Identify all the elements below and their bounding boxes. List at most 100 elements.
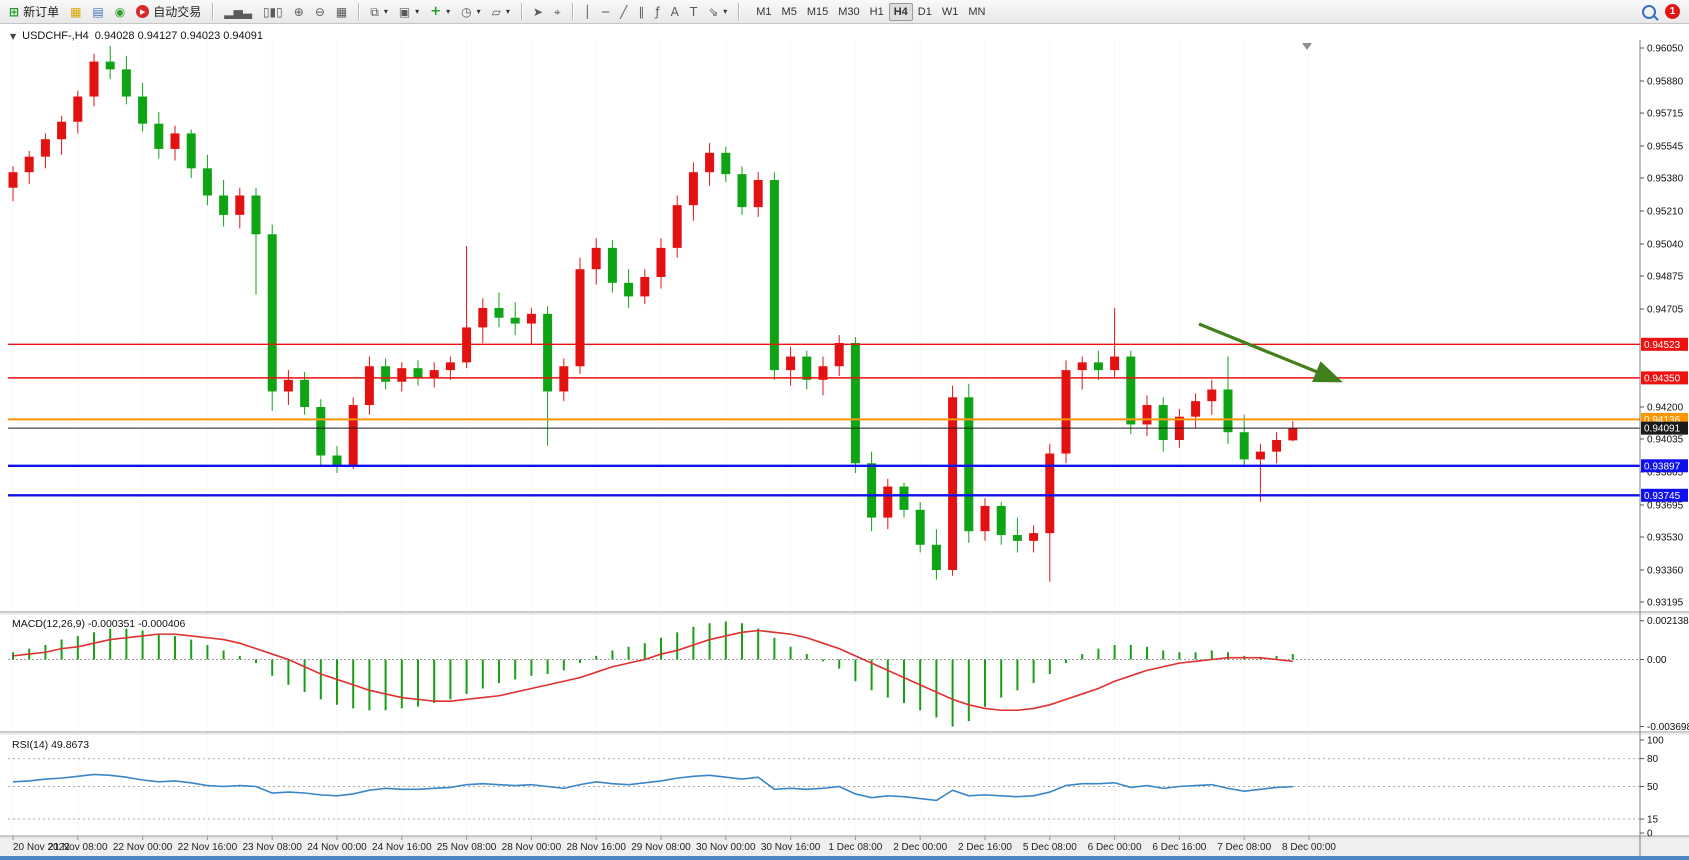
svg-text:0.94350: 0.94350 (1644, 373, 1681, 384)
svg-text:24 Nov 16:00: 24 Nov 16:00 (372, 842, 432, 853)
macd-signal-line (12, 629, 1293, 712)
svg-text:24 Nov 00:00: 24 Nov 00:00 (307, 842, 367, 853)
autotrading-icon: ▶ (136, 5, 150, 18)
svg-text:-0.003698: -0.003698 (1647, 722, 1689, 733)
svg-text:0.93195: 0.93195 (1647, 597, 1684, 608)
new-chart-button[interactable]: ⧉ ▾ (365, 4, 393, 20)
tile-windows-icon: ▦ (335, 4, 348, 19)
svg-text:22 Nov 00:00: 22 Nov 00:00 (113, 842, 173, 853)
vertical-line-icon: │ (583, 4, 591, 19)
timeframe-m1[interactable]: M1 (751, 3, 776, 21)
fibonacci-icon: ƒ (655, 4, 660, 19)
crosshair-icon: ⌖ (553, 4, 561, 19)
text-label-button[interactable]: T (685, 4, 702, 20)
new-order-icon: ⊞ (9, 4, 20, 19)
toolbar: ⊞ 新订单 ▦ ▤ ◉ ▶ 自动交易 ▂▅▃ ▯▮▯ ⊕ ⊖ ▦ ⧉ ▾ ▣ ▾ +… (0, 0, 1689, 24)
svg-text:7 Dec 08:00: 7 Dec 08:00 (1217, 842, 1271, 853)
cursor-icon: ➤ (532, 4, 543, 19)
text-label-icon: T (689, 4, 698, 19)
new-order-button[interactable]: ⊞ 新订单 (4, 1, 64, 22)
profiles-icon: ▣ (398, 4, 411, 19)
charts-window-icon: ▤ (92, 4, 104, 19)
svg-text:0.95040: 0.95040 (1647, 239, 1684, 250)
autotrading-button[interactable]: ▶ 自动交易 (131, 1, 206, 22)
svg-text:0.94091: 0.94091 (1644, 424, 1681, 435)
trendline-icon: ╱ (620, 4, 628, 19)
toolbar-separator (738, 3, 740, 20)
svg-text:0.93865: 0.93865 (1647, 467, 1684, 478)
macd-histogram (12, 621, 1294, 727)
candlestick-chart-button[interactable]: ▯▮▯ (258, 4, 288, 20)
horizontal-line-button[interactable]: ─ (597, 4, 614, 20)
fibonacci-button[interactable]: ƒ (650, 4, 664, 20)
svg-text:80: 80 (1647, 754, 1659, 765)
charts-window-button[interactable]: ▤ (87, 4, 108, 20)
timeframe-w1[interactable]: W1 (937, 3, 964, 21)
svg-text:30 Nov 16:00: 30 Nov 16:00 (761, 842, 821, 853)
timeframe-h1[interactable]: H1 (865, 3, 889, 21)
svg-text:28 Nov 00:00: 28 Nov 00:00 (502, 842, 562, 853)
zoom-out-button[interactable]: ⊖ (310, 4, 330, 20)
indicators-button[interactable]: + ▾ (425, 3, 455, 20)
svg-text:22 Nov 16:00: 22 Nov 16:00 (178, 842, 238, 853)
svg-text:0.95545: 0.95545 (1647, 142, 1684, 153)
search-icon[interactable] (1642, 4, 1656, 19)
timeframe-m30[interactable]: M30 (833, 3, 864, 21)
svg-text:0.94705: 0.94705 (1647, 304, 1684, 315)
trendline-button[interactable]: ╱ (615, 4, 632, 20)
svg-text:28 Nov 16:00: 28 Nov 16:00 (566, 842, 626, 853)
zoom-in-button[interactable]: ⊕ (289, 4, 309, 20)
cursor-button[interactable]: ➤ (528, 4, 548, 20)
svg-text:1 Dec 08:00: 1 Dec 08:00 (828, 842, 882, 853)
svg-text:0.93530: 0.93530 (1647, 532, 1684, 543)
toolbar-separator (571, 3, 573, 20)
tile-windows-button[interactable]: ▦ (331, 4, 352, 20)
crosshair-button[interactable]: ⌖ (549, 4, 566, 20)
svg-text:100: 100 (1647, 736, 1664, 747)
dropdown-icon: ▾ (476, 6, 481, 16)
chart-menu-icon[interactable]: ▼ (10, 31, 17, 41)
navigator-button[interactable]: ◉ (110, 4, 130, 20)
toolbar-separator (212, 3, 214, 20)
svg-text:8 Dec 00:00: 8 Dec 00:00 (1282, 842, 1336, 853)
svg-text:0.002138: 0.002138 (1647, 616, 1689, 627)
svg-text:30 Nov 00:00: 30 Nov 00:00 (696, 842, 756, 853)
svg-text:0.94136: 0.94136 (1644, 415, 1681, 426)
profiles-button[interactable]: ▣ ▾ (394, 4, 424, 20)
channel-icon: ∥ (638, 4, 645, 19)
timeframe-m5[interactable]: M5 (777, 3, 802, 21)
timeframe-m15[interactable]: M15 (802, 3, 833, 21)
svg-text:0.96050: 0.96050 (1647, 44, 1684, 55)
chart-window: 20 Nov 2022 21 Nov 08:00 22 Nov 00:00 22 No… (0, 24, 1689, 860)
templates-button[interactable]: ▱ ▾ (487, 4, 515, 20)
text-button[interactable]: A (666, 4, 684, 20)
market-watch-icon: ▦ (70, 4, 82, 19)
svg-text:23 Nov 08:00: 23 Nov 08:00 (242, 842, 302, 853)
zoom-in-icon: ⊕ (293, 4, 304, 19)
svg-text:25 Nov 08:00: 25 Nov 08:00 (437, 842, 497, 853)
chart-symbol-period: USDCHF-,H4 (22, 30, 89, 42)
svg-text:0.93695: 0.93695 (1647, 500, 1684, 511)
text-icon: A (670, 4, 679, 19)
timeframe-mn[interactable]: MN (963, 3, 990, 21)
toolbar-separator (520, 3, 522, 20)
new-order-label: 新订单 (23, 5, 60, 19)
dropdown-icon: ▾ (383, 6, 388, 16)
chart-ohlc-values: 0.94028 0.94127 0.94023 0.94091 (94, 30, 263, 42)
timeframe-d1[interactable]: D1 (913, 3, 937, 21)
macd-indicator-label: MACD(12,26,9) -0.000351 -0.000406 (12, 618, 186, 630)
periods-button[interactable]: ◷ ▾ (456, 4, 486, 20)
timeframe-h4[interactable]: H4 (888, 2, 913, 21)
svg-text:0.94875: 0.94875 (1647, 272, 1684, 283)
chart-shift-marker (1302, 43, 1312, 50)
notification-badge[interactable]: 1 (1665, 4, 1680, 19)
market-watch-button[interactable]: ▦ (65, 4, 86, 20)
arrows-button[interactable]: ⇘ ▾ (703, 4, 732, 20)
vertical-line-button[interactable]: │ (579, 4, 596, 20)
candlestick-chart-ic on: ▯▮▯ (262, 4, 283, 19)
svg-text:0: 0 (1647, 829, 1653, 840)
bar-chart-button[interactable]: ▂▅▃ (219, 4, 257, 20)
periods-icon: ◷ (461, 4, 472, 19)
channel-button[interactable]: ∥ (633, 4, 649, 20)
